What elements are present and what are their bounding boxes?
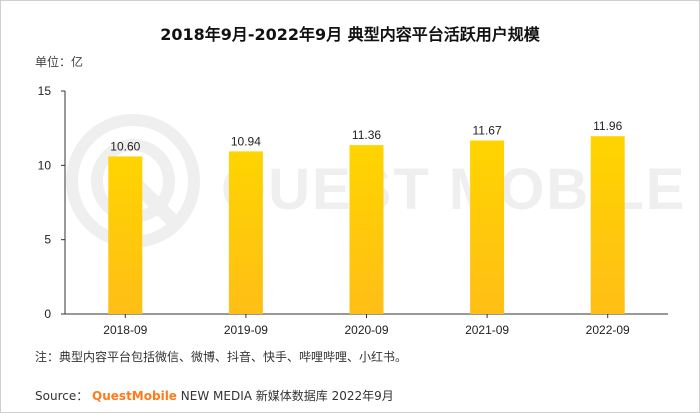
y-tick-label: 5 bbox=[44, 233, 51, 247]
bar bbox=[470, 140, 505, 314]
bar-data-label: 10.94 bbox=[231, 134, 261, 148]
bar bbox=[108, 156, 143, 314]
bar-data-label: 11.96 bbox=[593, 119, 622, 133]
bar bbox=[228, 151, 263, 314]
source-line: Source： QuestMobile NEW MEDIA 新媒体数据库 202… bbox=[35, 387, 394, 404]
x-tick-label: 2020-09 bbox=[344, 323, 388, 337]
bar-data-label: 11.36 bbox=[352, 128, 381, 142]
source-prefix: Source： bbox=[35, 389, 89, 403]
x-tick-label: 2018-09 bbox=[103, 323, 147, 337]
y-tick-label: 0 bbox=[44, 307, 51, 321]
x-tick-label: 2021-09 bbox=[465, 323, 509, 337]
bar bbox=[590, 136, 625, 314]
source-brand: QuestMobile bbox=[92, 389, 177, 403]
chart-title: 2018年9月-2022年9月 典型内容平台活跃用户规模 bbox=[160, 25, 540, 44]
bar-data-label: 10.60 bbox=[110, 139, 140, 153]
x-tick-label: 2019-09 bbox=[224, 323, 268, 337]
source-suffix: NEW MEDIA 新媒体数据库 2022年9月 bbox=[180, 389, 394, 403]
plot-layer: 0 5 10 15 10.60 2018-09 10.94 2019-09 11.36 2020-… bbox=[38, 84, 668, 337]
x-tick-label: 2022-09 bbox=[586, 323, 630, 337]
footnote: 注：典型内容平台包括微信、微博、抖音、快手、哔哩哔哩、小红书。 bbox=[35, 350, 408, 364]
unit-label: 单位：亿 bbox=[35, 55, 84, 69]
y-tick-label: 15 bbox=[38, 84, 52, 98]
bar bbox=[349, 145, 384, 314]
bar-data-label: 11.67 bbox=[473, 124, 502, 138]
y-tick-label: 10 bbox=[38, 158, 52, 172]
